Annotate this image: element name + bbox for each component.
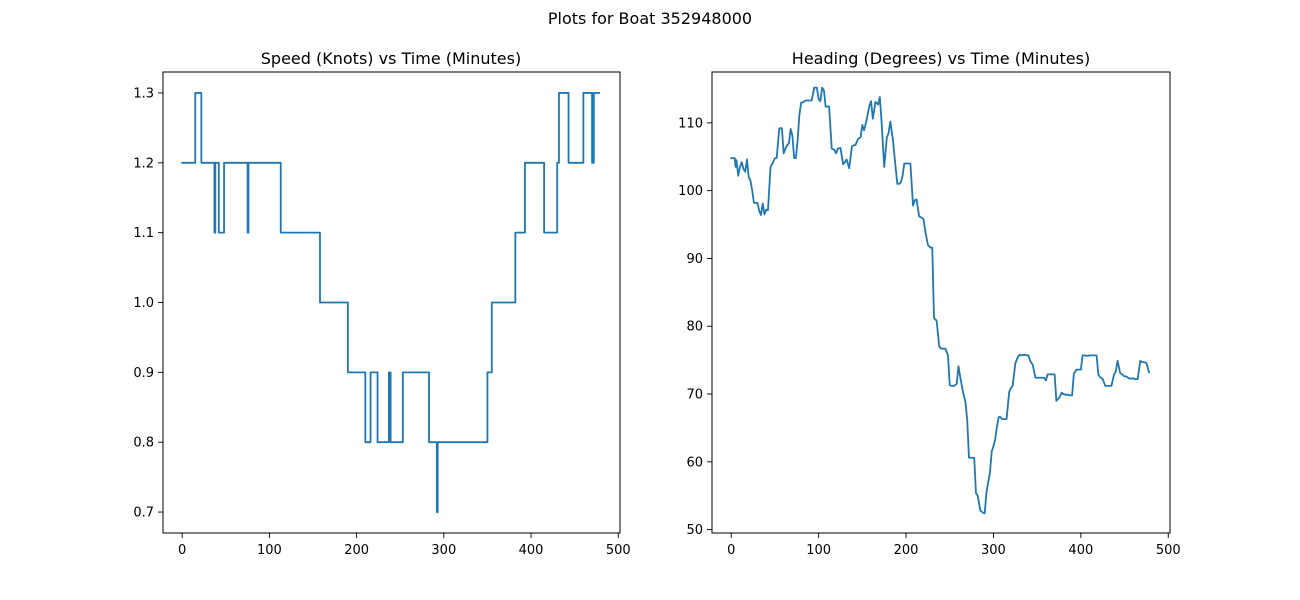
heading-chart-plot: 0 100 200 300 400 500 50 60 70 80 90 100 110 bbox=[678, 71, 1181, 558]
figure-suptitle: Plots for Boat 352948000 bbox=[547, 9, 753, 28]
speed-xtick-label: 500 bbox=[606, 543, 631, 558]
heading-ytick-label: 80 bbox=[686, 320, 703, 335]
heading-xtick-label: 400 bbox=[1068, 543, 1093, 558]
speed-chart-title: Speed (Knots) vs Time (Minutes) bbox=[261, 49, 521, 68]
speed-xtick-label: 200 bbox=[344, 543, 369, 558]
speed-xtick-label: 0 bbox=[178, 543, 186, 558]
heading-xtick-label: 500 bbox=[1156, 543, 1181, 558]
heading-chart: Heading (Degrees) vs Time (Minutes) 0 100… bbox=[678, 49, 1180, 558]
speed-xtick-label: 100 bbox=[257, 543, 282, 558]
speed-ytick-label: 1.1 bbox=[133, 226, 154, 241]
speed-chart-plot: 0 100 200 300 400 500 0.7 0.8 0.9 1.0 1.1 1.2 1.3 bbox=[133, 71, 631, 558]
heading-ytick-label: 70 bbox=[686, 388, 703, 403]
heading-ytick-label: 110 bbox=[678, 116, 703, 131]
heading-chart-title: Heading (Degrees) vs Time (Minutes) bbox=[792, 49, 1090, 68]
speed-series-line bbox=[181, 92, 600, 513]
heading-series-line bbox=[730, 86, 1151, 515]
speed-ytick-label: 0.7 bbox=[133, 506, 154, 521]
speed-xtick-label: 400 bbox=[519, 543, 544, 558]
heading-ytick-label: 50 bbox=[686, 523, 703, 538]
heading-xtick-label: 100 bbox=[806, 543, 831, 558]
speed-ytick-label: 1.3 bbox=[133, 86, 154, 101]
speed-ytick-label: 0.8 bbox=[133, 436, 154, 451]
heading-xtick-label: 0 bbox=[727, 543, 735, 558]
heading-axes-frame bbox=[711, 71, 1171, 534]
heading-ytick-label: 90 bbox=[686, 252, 703, 267]
heading-xtick-label: 200 bbox=[894, 543, 919, 558]
heading-ytick-label: 100 bbox=[678, 184, 703, 199]
speed-axes-frame bbox=[162, 71, 621, 534]
heading-xtick-label: 300 bbox=[981, 543, 1006, 558]
speed-ytick-label: 1.2 bbox=[133, 156, 154, 171]
speed-chart: Speed (Knots) vs Time (Minutes) 0 100 200 3… bbox=[133, 49, 630, 558]
speed-ytick-label: 1.0 bbox=[133, 296, 154, 311]
speed-xtick-label: 300 bbox=[431, 543, 456, 558]
heading-ytick-label: 60 bbox=[686, 455, 703, 470]
speed-ytick-label: 0.9 bbox=[133, 366, 154, 381]
